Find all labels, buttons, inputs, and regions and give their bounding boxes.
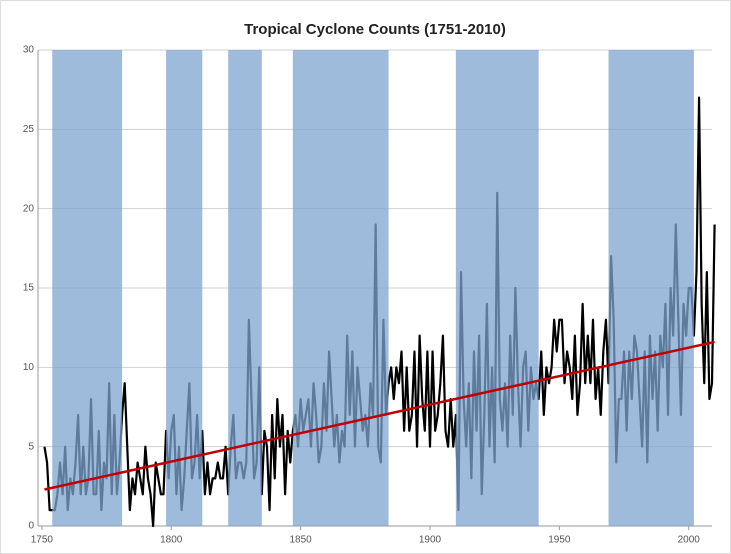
- y-tick-label: 10: [23, 362, 35, 373]
- trend-line: [44, 340, 715, 491]
- shaded-period: [52, 50, 123, 526]
- y-tick-label: 15: [23, 283, 35, 294]
- y-tick-label: 5: [28, 441, 34, 452]
- x-tick-label: 2000: [678, 535, 701, 546]
- y-tick-label: 0: [28, 521, 34, 532]
- x-tick-label: 1950: [548, 535, 571, 546]
- shaded-period: [608, 50, 694, 526]
- x-tick-label: 1850: [289, 535, 312, 546]
- shaded-period: [228, 50, 262, 526]
- x-tick-label: 1800: [160, 535, 183, 546]
- y-tick-label: 25: [23, 124, 35, 135]
- shaded-period: [292, 50, 389, 526]
- x-tick-label: 1750: [31, 535, 54, 546]
- chart-title: Tropical Cyclone Counts (1751-2010): [244, 21, 506, 38]
- shaded-period: [166, 50, 203, 526]
- y-tick-label: 30: [23, 45, 35, 56]
- shaded-period: [455, 50, 539, 526]
- y-tick-label: 20: [23, 203, 35, 214]
- x-tick-label: 1900: [419, 535, 442, 546]
